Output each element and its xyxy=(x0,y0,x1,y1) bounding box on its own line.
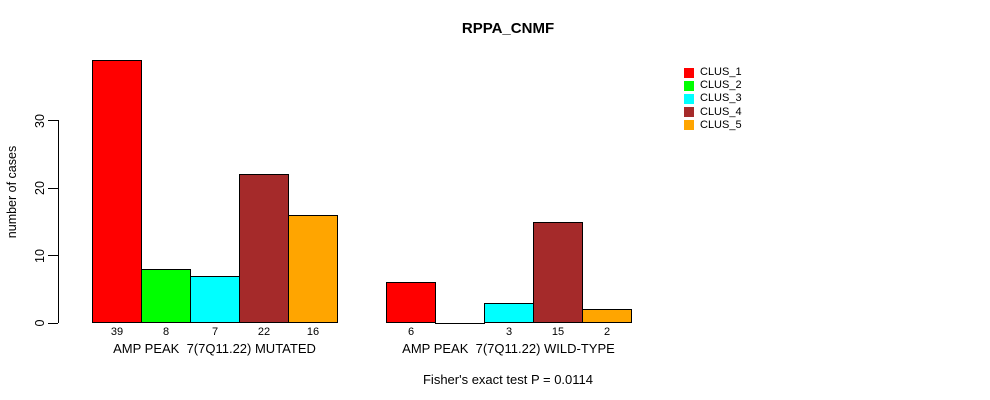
bar-clus_1-group2 xyxy=(386,282,436,323)
legend-item-clus_3: CLUS_3 xyxy=(684,92,742,105)
y-tick xyxy=(48,255,58,256)
bar-value-label: 2 xyxy=(603,326,611,338)
bar-clus_2-group1 xyxy=(141,269,191,323)
bar-clus_3-group1 xyxy=(190,276,240,323)
y-tick-label: 10 xyxy=(33,248,47,263)
bar-value-label: 6 xyxy=(407,326,415,338)
bar-clus_5-group1 xyxy=(288,215,338,323)
bar-value-label: 8 xyxy=(162,326,170,338)
y-axis-line xyxy=(58,120,59,323)
legend-swatch-clus_4 xyxy=(684,107,694,118)
legend-swatch-clus_2 xyxy=(684,80,694,91)
bar-value-label: 16 xyxy=(306,326,320,338)
legend-swatch-clus_5 xyxy=(684,120,694,131)
legend-swatch-clus_3 xyxy=(684,93,694,104)
legend-label: CLUS_2 xyxy=(700,79,742,92)
legend-label: CLUS_5 xyxy=(700,118,742,131)
legend-item-clus_2: CLUS_2 xyxy=(684,79,742,92)
bar-value-label: 3 xyxy=(505,326,513,338)
y-axis-label: number of cases xyxy=(5,145,19,239)
bar-clus_4-group2 xyxy=(533,222,583,323)
bar-clus_2-group2-zero xyxy=(435,323,485,324)
bar-clus_5-group2 xyxy=(582,309,632,323)
bar-clus_3-group2 xyxy=(484,303,534,323)
group-label: AMP PEAK 7(7Q11.22) WILD-TYPE xyxy=(402,341,615,356)
fisher-test-annotation: Fisher's exact test P = 0.0114 xyxy=(422,372,593,387)
legend-label: CLUS_3 xyxy=(700,92,742,105)
bar-value-label: 39 xyxy=(110,326,124,338)
group-label: AMP PEAK 7(7Q11.22) MUTATED xyxy=(113,341,316,356)
y-tick xyxy=(48,187,58,189)
legend-item-clus_4: CLUS_4 xyxy=(684,106,742,119)
bar-clus_1-group1 xyxy=(92,60,142,323)
bar-value-label: 22 xyxy=(257,326,271,338)
bar-value-label: 15 xyxy=(551,326,565,338)
chart-title: RPPA_CNMF xyxy=(461,20,555,37)
bar-value-label: 7 xyxy=(211,326,219,338)
y-tick-label: 20 xyxy=(33,181,47,195)
y-tick xyxy=(48,322,58,324)
legend-item-clus_1: CLUS_1 xyxy=(684,66,742,79)
y-tick-label: 0 xyxy=(33,319,47,327)
legend-label: CLUS_4 xyxy=(700,105,742,118)
y-tick-label: 30 xyxy=(33,113,47,128)
legend-swatch-clus_1 xyxy=(684,67,694,78)
legend-label: CLUS_1 xyxy=(700,66,742,78)
bar-clus_4-group1 xyxy=(239,174,289,323)
y-tick xyxy=(48,120,58,121)
legend-item-clus_5: CLUS_5 xyxy=(684,119,742,132)
